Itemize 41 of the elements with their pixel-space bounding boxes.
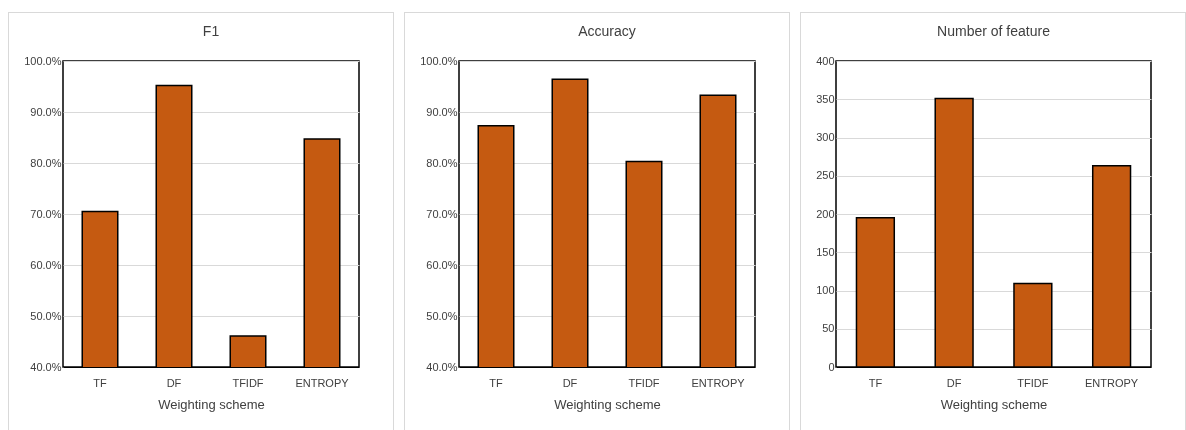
x-tick-label: DF (166, 376, 182, 389)
y-tick-label: 150 (816, 245, 835, 258)
y-tick-label: 100.0% (24, 54, 62, 67)
y-tick-label: 50 (822, 322, 835, 335)
y-tick-label: 350 (816, 92, 835, 105)
x-tick-label: TF (489, 376, 503, 389)
y-tick-label: 100.0% (420, 54, 458, 67)
x-tick-label: TFIDF (628, 376, 660, 389)
chart-title: F1 (202, 23, 220, 39)
y-tick-label: 400 (816, 54, 835, 67)
y-tick-label: 50.0% (30, 309, 62, 322)
x-tick-label: TF (93, 376, 107, 389)
y-tick-label: 70.0% (30, 207, 62, 220)
y-tick-label: 250 (816, 169, 835, 182)
x-tick-label: ENTROPY (295, 376, 350, 389)
x-tick-label: DF (946, 376, 962, 389)
y-tick-label: 300 (816, 131, 835, 143)
x-tick-label: ENTROPY (691, 376, 746, 389)
chart-title: Accuracy (578, 23, 636, 39)
y-tick-label: 200 (816, 207, 835, 220)
x-tick-label: DF (562, 376, 578, 389)
y-tick-label: 40.0% (30, 360, 62, 373)
y-tick-label: 80.0% (426, 156, 458, 169)
y-tick-label: 50.0% (426, 309, 458, 322)
y-tick-label: 60.0% (426, 258, 458, 271)
x-axis-title: Weighting scheme (554, 396, 661, 412)
x-axis-title: Weighting scheme (158, 396, 265, 412)
y-tick-label: 100 (816, 284, 835, 296)
x-axis-title: Weighting scheme (940, 396, 1048, 412)
x-tick-label: TF (868, 376, 883, 389)
x-tick-label: TFIDF (232, 376, 264, 389)
x-tick-label: TFIDF (1017, 376, 1049, 389)
y-tick-label: 80.0% (30, 156, 62, 169)
y-tick-label: 40.0% (426, 360, 458, 373)
y-tick-label: 90.0% (30, 105, 62, 118)
x-tick-label: ENTROPY (1085, 376, 1139, 389)
y-tick-label: 70.0% (426, 207, 458, 220)
y-tick-label: 60.0% (30, 258, 62, 271)
y-tick-label: 0 (828, 360, 835, 373)
chart-title: Number of feature (937, 23, 1051, 39)
y-tick-label: 90.0% (426, 105, 458, 118)
